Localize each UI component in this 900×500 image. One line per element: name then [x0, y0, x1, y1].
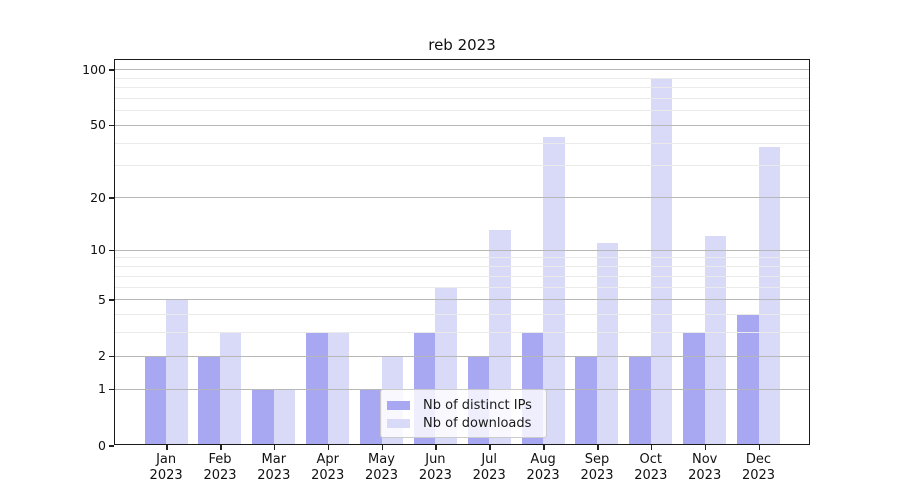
bar-downloads: [704, 236, 727, 445]
legend-row: Nb of distinct IPs: [387, 396, 538, 414]
bar-distinct-ips: [360, 388, 382, 445]
bar-distinct-ips: [252, 388, 274, 445]
x-label-year: 2023: [418, 468, 452, 483]
y-tick-label: 5: [98, 291, 106, 307]
y-tick-label: 100: [82, 61, 106, 77]
legend: Nb of distinct IPs Nb of downloads: [380, 389, 547, 438]
y-tick-label: 1: [98, 381, 106, 396]
y-tick-label: 50: [90, 117, 106, 133]
y-tick-mark: [109, 299, 114, 301]
chart-title: reb 2023: [428, 36, 496, 54]
x-label-year: 2023: [688, 468, 722, 483]
x-tick-mark: [381, 445, 383, 450]
x-tick-label: Jan 2023: [150, 452, 183, 484]
x-tick-mark: [220, 445, 222, 450]
x-tick-label: Dec 2023: [742, 452, 775, 484]
x-label-month: Oct: [639, 452, 663, 467]
x-tick-mark: [273, 445, 276, 450]
x-label-month: Feb: [208, 452, 232, 467]
y-tick-mark: [109, 249, 114, 252]
x-tick-mark: [327, 445, 330, 450]
plot-area: Nb of distinct IPs Nb of downloads: [114, 59, 810, 445]
x-label-year: 2023: [634, 468, 668, 483]
x-label-year: 2023: [580, 468, 614, 483]
y-tick-mark: [109, 388, 114, 390]
x-tick-mark: [650, 445, 653, 450]
x-label-month: Mar: [261, 452, 287, 467]
x-tick-mark: [704, 445, 707, 450]
y-tick-mark: [109, 445, 114, 447]
bar-distinct-ips: [683, 332, 705, 445]
x-tick-mark: [597, 445, 599, 450]
x-tick-label: May 2023: [365, 452, 398, 484]
legend-label: Nb of distinct IPs: [423, 397, 532, 413]
x-label-year: 2023: [526, 468, 560, 483]
bar-distinct-ips: [198, 355, 220, 445]
x-tick-mark: [166, 445, 168, 450]
x-label-month: Aug: [530, 452, 556, 467]
x-label-year: 2023: [257, 468, 291, 483]
x-tick-label: Feb 2023: [203, 452, 236, 484]
x-label-year: 2023: [203, 468, 237, 483]
bar-downloads: [273, 388, 296, 445]
bar-downloads: [219, 332, 242, 445]
x-label-month: Sep: [584, 452, 610, 467]
y-tick-mark: [109, 69, 114, 71]
x-label-year: 2023: [741, 468, 776, 483]
y-tick-label: 20: [90, 189, 106, 205]
y-tick-mark: [109, 197, 114, 199]
x-label-month: Dec: [745, 452, 772, 467]
y-tick-label: 0: [98, 437, 106, 453]
x-tick-label: Sep 2023: [580, 452, 613, 484]
bars-layer: [114, 59, 810, 445]
x-tick-label: Mar 2023: [257, 452, 290, 484]
x-tick-label: Apr 2023: [311, 452, 344, 484]
bar-downloads: [166, 299, 188, 445]
y-tick-mark: [109, 124, 114, 127]
x-label-year: 2023: [364, 468, 399, 483]
x-tick-mark: [543, 445, 545, 450]
legend-swatch: [387, 418, 410, 428]
bar-distinct-ips: [144, 355, 167, 445]
x-tick-label: Oct 2023: [634, 452, 667, 484]
x-tick-label: Jun 2023: [419, 452, 452, 484]
bar-distinct-ips: [737, 313, 759, 445]
legend-label: Nb of downloads: [423, 415, 532, 431]
bar-distinct-ips: [575, 355, 597, 445]
x-label-month: May: [368, 452, 395, 467]
x-tick-label: Nov 2023: [688, 452, 721, 484]
bar-downloads: [596, 242, 619, 445]
y-tick-mark: [109, 355, 114, 357]
x-label-year: 2023: [472, 468, 506, 483]
y-tick-label: 2: [98, 348, 106, 363]
x-label-year: 2023: [311, 468, 345, 483]
bar-downloads: [758, 146, 781, 445]
x-label-year: 2023: [149, 468, 183, 483]
bar-downloads: [650, 77, 673, 445]
y-tick-label: 10: [90, 242, 106, 258]
bar-downloads: [543, 136, 565, 445]
x-tick-mark: [435, 445, 437, 450]
x-label-month: Nov: [692, 452, 718, 467]
legend-swatch: [387, 400, 410, 410]
x-label-month: Jul: [481, 452, 498, 467]
x-tick-mark: [758, 445, 760, 450]
bar-distinct-ips: [629, 355, 651, 445]
bar-downloads: [327, 332, 350, 445]
x-label-month: Jan: [156, 452, 177, 467]
bar-distinct-ips: [306, 332, 328, 445]
x-tick-label: Aug 2023: [527, 452, 560, 484]
x-label-month: Jun: [425, 452, 446, 467]
x-tick-label: Jul 2023: [473, 452, 506, 484]
x-tick-mark: [489, 445, 491, 450]
x-label-month: Apr: [316, 452, 339, 467]
legend-row: Nb of downloads: [387, 414, 538, 432]
